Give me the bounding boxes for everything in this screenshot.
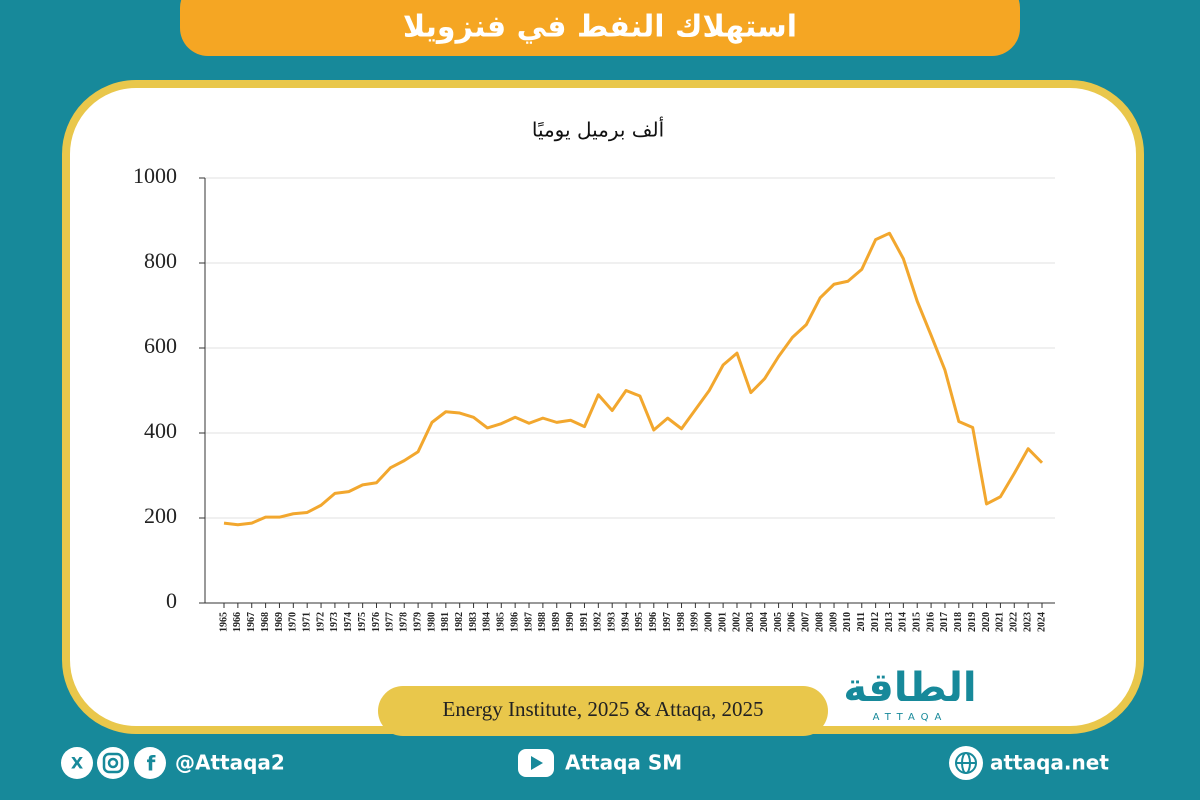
- y-tick-label: 400: [144, 418, 177, 443]
- x-tick-label: 1981: [440, 612, 451, 632]
- x-tick-label: 1980: [426, 612, 437, 632]
- x-tick-label: 1991: [579, 612, 590, 632]
- x-tick-label: 1999: [690, 612, 701, 632]
- x-tick-label: 1970: [288, 612, 299, 632]
- social-icons: X f: [61, 747, 166, 779]
- x-tick-label: 2005: [773, 612, 784, 632]
- x-tick-label: 2022: [1009, 612, 1020, 632]
- x-tick-label: 1994: [620, 612, 631, 632]
- x-tick-label: 1992: [593, 612, 604, 632]
- x-tick-label: 1972: [315, 612, 326, 632]
- x-tick-label: 1971: [301, 612, 312, 632]
- x-tick-label: 2010: [842, 612, 853, 632]
- x-tick-label: 1995: [634, 612, 645, 632]
- x-tick-label: 1986: [509, 612, 520, 632]
- x-tick-label: 2024: [1036, 612, 1047, 632]
- x-tick-label: 2011: [856, 612, 867, 631]
- x-tick-label: 1979: [412, 612, 423, 632]
- x-tick-label: 1975: [357, 612, 368, 632]
- footer-youtube: Attaqa SM: [565, 751, 682, 775]
- x-tick-label: 1993: [607, 612, 618, 632]
- x-tick-label: 2003: [745, 612, 756, 632]
- x-tick-label: 1987: [523, 612, 534, 632]
- x-tick-label: 2020: [981, 612, 992, 632]
- x-tick-label: 1982: [454, 612, 465, 632]
- y-tick-label: 600: [144, 333, 177, 358]
- x-tick-label: 1966: [232, 612, 243, 632]
- x-tick-label: 2000: [704, 612, 715, 632]
- x-tick-label: 2015: [912, 612, 923, 632]
- x-tick-label: 2012: [870, 612, 881, 632]
- x-tick-label: 2002: [731, 612, 742, 632]
- x-tick-label: 2001: [717, 612, 728, 632]
- x-tick-label: 1988: [537, 612, 548, 632]
- source-pill: [378, 686, 828, 736]
- y-tick-label: 1000: [133, 163, 177, 188]
- logo: الطاقة: [843, 665, 976, 711]
- y-tick-label: 0: [166, 588, 177, 613]
- youtube-icon: [518, 749, 554, 777]
- x-tick-label: 2016: [925, 612, 936, 632]
- x-tick-label: 2004: [759, 612, 770, 632]
- x-tick-label: 1968: [260, 612, 271, 632]
- x-tick-label: 2017: [939, 612, 950, 632]
- x-tick-label: 1974: [343, 612, 354, 632]
- line: [223, 231, 1044, 527]
- x-tick-label: 1996: [648, 612, 659, 632]
- x-tick-label: 1977: [385, 612, 396, 632]
- x-tick-label: 2019: [967, 612, 978, 632]
- panel: [62, 80, 1144, 734]
- x-tick-label: 2006: [787, 612, 798, 632]
- x-tick-label: 2007: [801, 612, 812, 632]
- x-tick-label: 2023: [1022, 612, 1033, 632]
- x-tick-label: 1985: [496, 612, 507, 632]
- source: Energy Institute, 2025 & Attaqa, 2025: [443, 697, 764, 721]
- chart-title: استهلاك النفط في فنزويلا: [403, 10, 797, 45]
- x-tick-label: 1969: [274, 612, 285, 632]
- y-tick-label: 800: [144, 248, 177, 273]
- web-icon: [949, 746, 983, 780]
- title-banner: [180, 0, 1020, 56]
- y-tick-label: 200: [144, 503, 177, 528]
- footer-social: @Attaqa2: [175, 751, 285, 775]
- x-tick-label: 1997: [662, 612, 673, 632]
- logo-latin: ATTAQA: [873, 712, 948, 723]
- x-tick-label: 1998: [676, 612, 687, 632]
- x-tick-label: 1983: [468, 612, 479, 632]
- x-tick-label: 1965: [218, 612, 229, 632]
- x-tick-label: 2008: [814, 612, 825, 632]
- svg-text:X: X: [71, 754, 84, 773]
- x-tick-label: 1984: [482, 612, 493, 632]
- x-tick-label: 1967: [246, 612, 257, 632]
- x-tick-label: 1973: [329, 612, 340, 632]
- x-tick-label: 2014: [898, 612, 909, 632]
- x-tick-label: 1976: [371, 612, 382, 632]
- x-tick-label: 1978: [399, 612, 410, 632]
- x-tick-label: 2018: [953, 612, 964, 632]
- x-tick-label: 2013: [884, 612, 895, 632]
- x-tick-label: 1989: [551, 612, 562, 632]
- svg-text:f: f: [147, 752, 156, 776]
- x-tick-label: 1990: [565, 612, 576, 632]
- chart-subtitle: ألف برميل يوميًا: [532, 117, 664, 142]
- x-tick-label: 2021: [995, 612, 1006, 632]
- footer-website: attaqa.net: [990, 751, 1109, 775]
- x-tick-label: 2009: [828, 612, 839, 632]
